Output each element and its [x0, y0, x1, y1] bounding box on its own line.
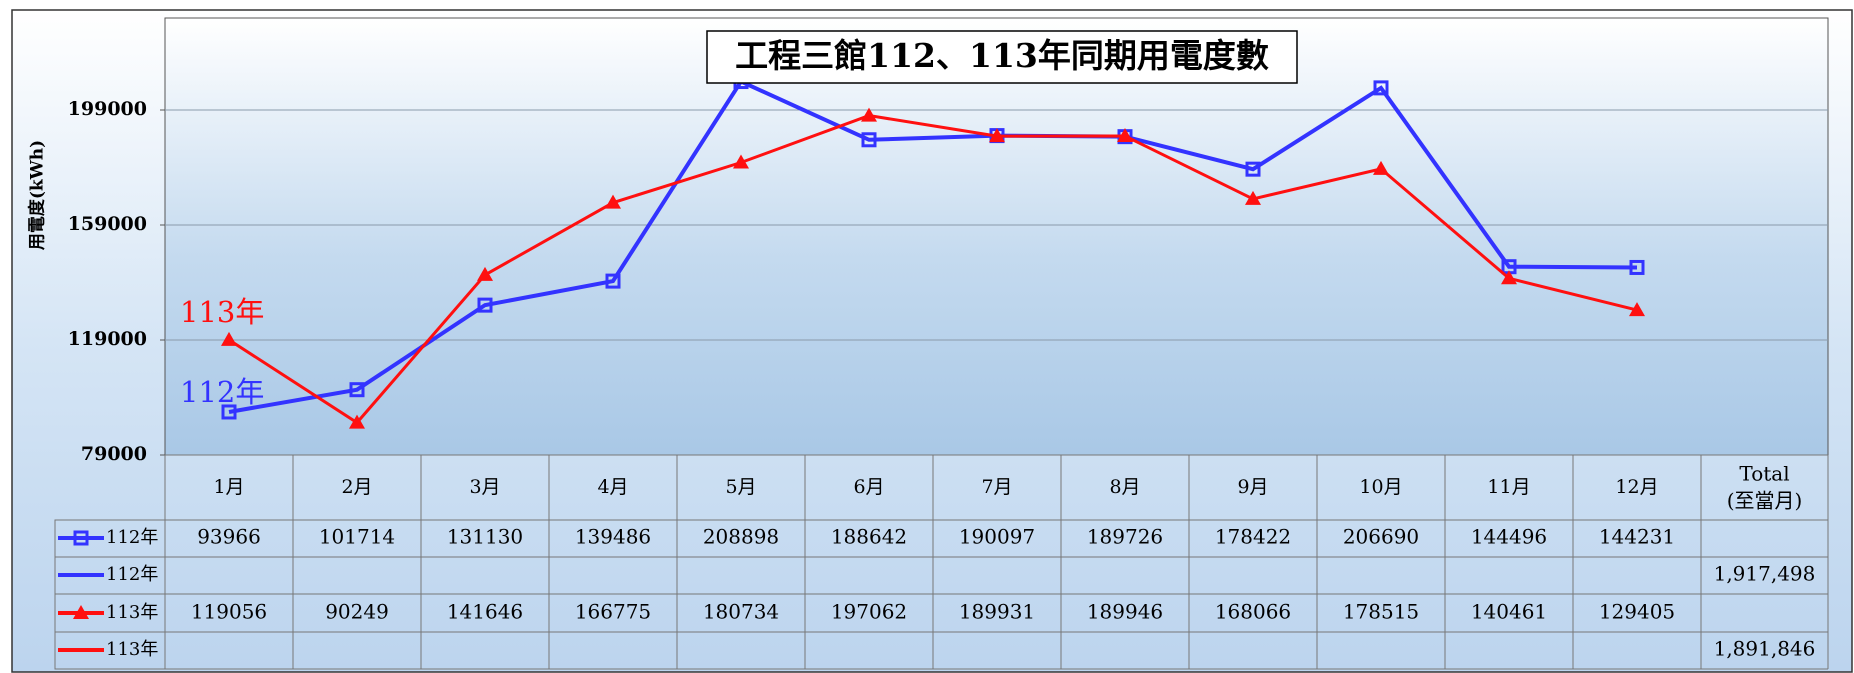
x-tick-label: 11月	[1487, 476, 1530, 498]
table-value: 144496	[1471, 525, 1547, 549]
marker	[221, 331, 237, 346]
marker	[733, 154, 749, 169]
legend-marker	[73, 605, 89, 619]
table-value: 208898	[703, 525, 779, 549]
marker	[1245, 161, 1261, 177]
y-tick-label: 159000	[68, 213, 147, 235]
table-total: 1,917,498	[1714, 562, 1816, 586]
marker	[1373, 80, 1389, 96]
series-label: 112年	[180, 375, 264, 409]
series-line	[228, 114, 1638, 425]
marker	[861, 107, 877, 122]
legend-symbol	[73, 605, 89, 619]
legend-marker	[73, 530, 89, 546]
marker	[1373, 160, 1389, 175]
legend-label: 112年	[106, 527, 158, 548]
table-value: 190097	[959, 525, 1035, 549]
x-tick-label: 5月	[725, 476, 756, 498]
marker	[605, 273, 621, 289]
x-tick-label: 10月	[1359, 476, 1402, 498]
table-value: 178515	[1343, 600, 1419, 624]
table-value: 188642	[831, 525, 907, 549]
x-tick-label: 12月	[1615, 476, 1658, 498]
marker	[349, 382, 365, 398]
table-value: 129405	[1599, 600, 1675, 624]
x-tick-label: 6月	[853, 476, 884, 498]
marker	[1629, 259, 1645, 275]
table-value: 93966	[197, 525, 261, 549]
table-total: 1,891,846	[1714, 637, 1816, 661]
total-header: Total	[1739, 462, 1789, 486]
legend-label: 113年	[106, 639, 158, 660]
marker	[221, 404, 237, 420]
table-value: 140461	[1471, 600, 1547, 624]
table-value: 139486	[575, 525, 651, 549]
table-value: 144231	[1599, 525, 1675, 549]
marker	[477, 297, 493, 313]
table-value: 180734	[703, 600, 779, 624]
marker	[477, 266, 493, 281]
marker	[1245, 190, 1261, 205]
table-value: 141646	[447, 600, 523, 624]
marker	[349, 414, 365, 429]
legend-symbol	[73, 530, 89, 546]
total-header: (至當月)	[1727, 489, 1803, 513]
legend-label: 112年	[106, 564, 158, 585]
table-value: 166775	[575, 600, 651, 624]
table-value: 189946	[1087, 600, 1163, 624]
x-tick-label: 2月	[341, 476, 372, 498]
table-value: 90249	[325, 600, 389, 624]
table-value: 168066	[1215, 600, 1291, 624]
y-tick-label: 199000	[68, 98, 147, 120]
marker	[989, 128, 1005, 143]
x-tick-label: 7月	[981, 476, 1012, 498]
table-value: 131130	[447, 525, 523, 549]
table-value: 178422	[1215, 525, 1291, 549]
series-label: 113年	[180, 295, 264, 329]
title-box	[706, 30, 1298, 84]
series-line	[228, 79, 1638, 414]
marker	[861, 132, 877, 148]
y-tick-label: 119000	[68, 328, 147, 350]
y-axis-label: 用電度(kWh)	[27, 140, 48, 250]
marker	[1501, 270, 1517, 285]
table-value: 119056	[191, 600, 267, 624]
table-value: 189931	[959, 600, 1035, 624]
marker	[1117, 128, 1133, 143]
table-value: 206690	[1343, 525, 1419, 549]
table-value: 101714	[319, 525, 395, 549]
layer: 79000 119000 159000 199000 1月 2月 3月 4月 5月 6月 7月 8月 9…	[54, 74, 1829, 670]
chart-title: 工程三館112、113年同期用電度數	[735, 36, 1269, 75]
plot-area	[164, 17, 1829, 456]
x-tick-label: 1月	[213, 476, 244, 498]
legend-label: 113年	[106, 602, 158, 623]
x-tick-label: 9月	[1237, 476, 1268, 498]
marker	[1629, 302, 1645, 317]
marker	[605, 194, 621, 209]
x-tick-label: 4月	[597, 476, 628, 498]
table-value: 197062	[831, 600, 907, 624]
x-tick-label: 3月	[469, 476, 500, 498]
table-value: 189726	[1087, 525, 1163, 549]
x-tick-label: 8月	[1109, 476, 1140, 498]
y-tick-label: 79000	[81, 443, 147, 465]
